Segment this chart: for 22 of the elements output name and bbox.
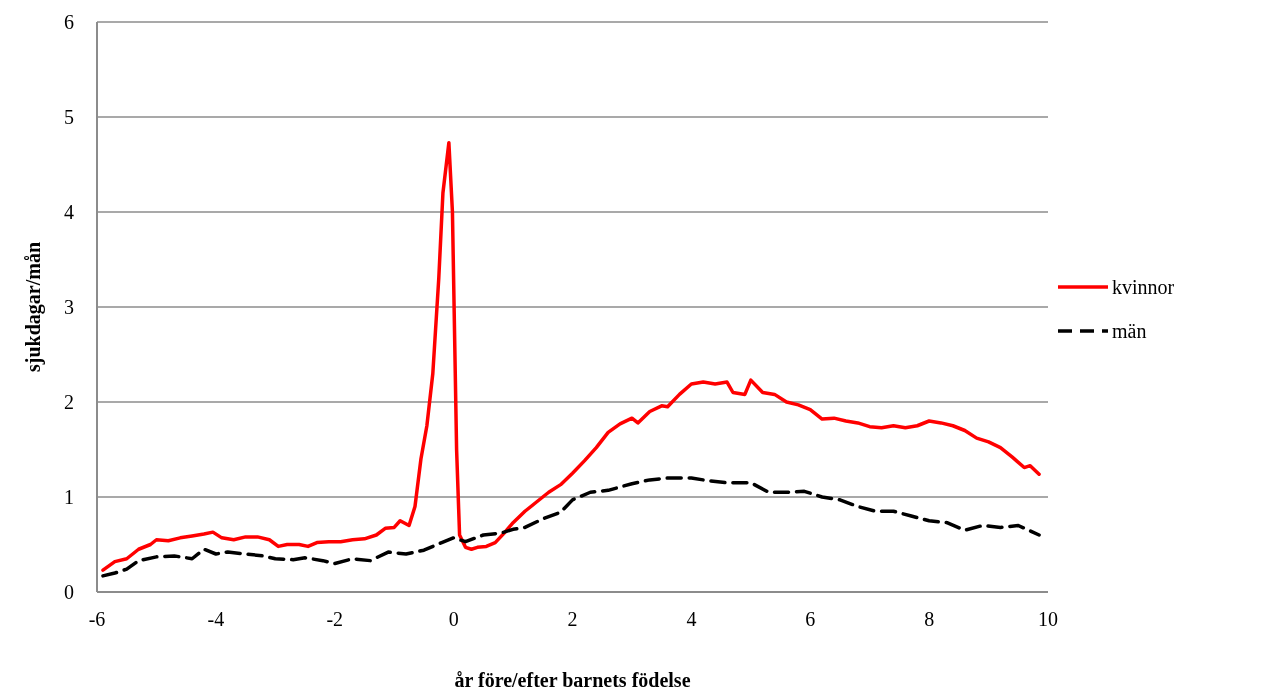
line-series [101,140,1041,572]
x-tick-label: -2 [326,608,344,630]
line-series [101,476,1041,578]
y-tick-label: 6 [64,11,74,33]
legend-label: män [1112,320,1147,342]
x-tick-label: -6 [88,608,106,630]
y-tick-label: 3 [64,296,74,318]
y-tick-label: 5 [64,106,74,128]
legend-label: kvinnor [1112,276,1175,298]
x-tick-label: 4 [686,608,697,630]
x-tick-label: -4 [207,608,225,630]
y-tick-label: 4 [64,201,74,223]
x-axis-title: år före/efter barnets födelse [454,669,691,691]
x-tick-label: 8 [924,608,935,630]
x-tick-label: 6 [805,608,816,630]
y-tick-label: 2 [64,391,74,413]
y-tick-label: 0 [64,581,74,603]
x-tick-label: 0 [448,608,459,630]
x-tick-label: 10 [1038,608,1058,630]
y-axis-title: sjukdagar/mån [22,241,45,373]
x-tick-label: 2 [567,608,578,630]
y-tick-label: 1 [64,486,74,508]
